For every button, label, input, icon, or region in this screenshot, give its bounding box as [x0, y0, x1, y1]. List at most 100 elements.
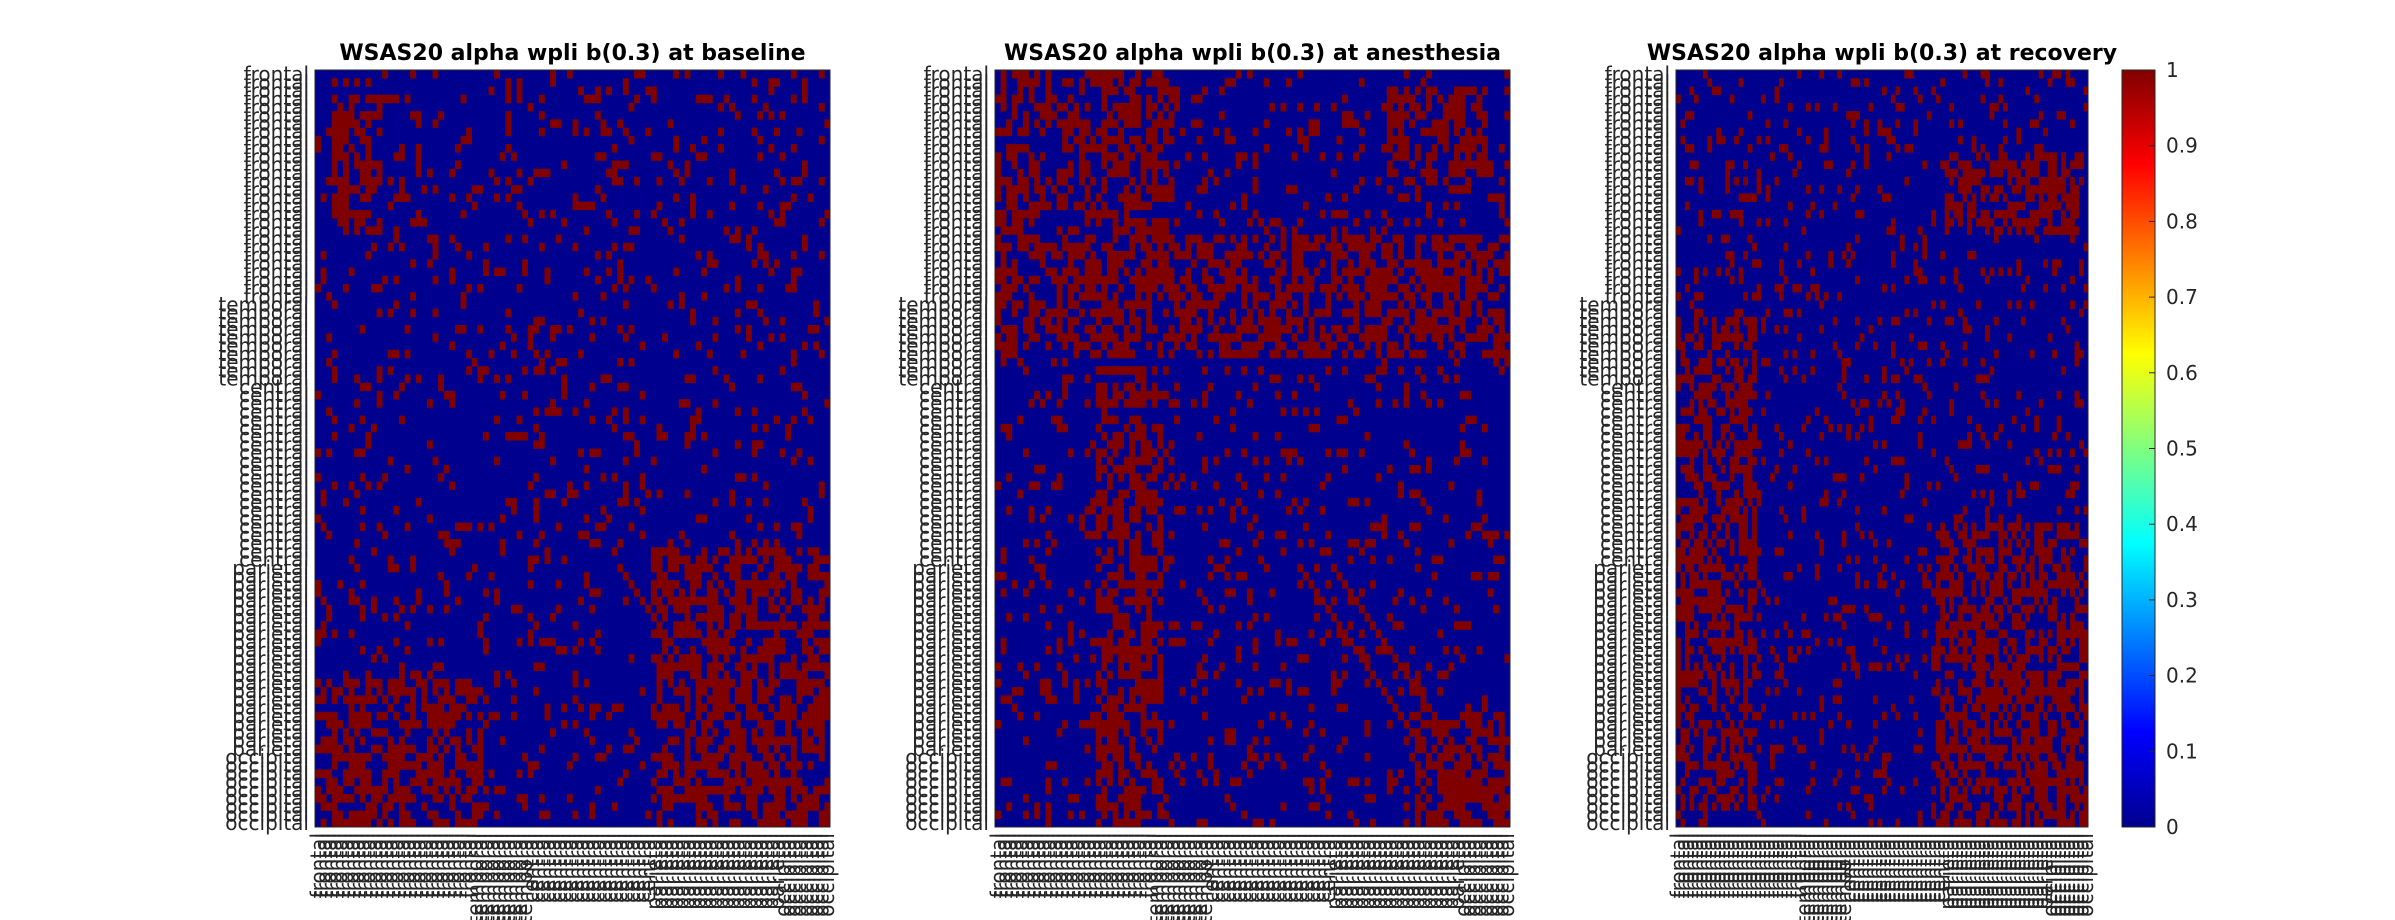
heatmap-cell — [1162, 555, 1175, 564]
heatmap-cell — [1482, 761, 1488, 770]
heatmap-cell — [622, 407, 629, 416]
y-tick-label: temporal — [898, 334, 989, 358]
heatmap-cell — [426, 736, 433, 746]
x-tick-label: frontal — [1738, 833, 1762, 898]
heatmap-cell — [354, 785, 389, 795]
heatmap-cell — [1414, 218, 1421, 227]
heatmap-cell — [1230, 201, 1237, 211]
heatmap-cell — [2007, 226, 2013, 235]
heatmap-cell — [1224, 127, 1231, 137]
heatmap-cell — [690, 423, 696, 433]
heatmap-cell — [454, 785, 461, 795]
heatmap-cell — [354, 448, 366, 458]
heatmap-cell — [690, 308, 696, 318]
heatmap-cell — [1738, 720, 1744, 729]
heatmap-cell — [1828, 637, 1834, 647]
heatmap-cell — [1045, 621, 1052, 630]
heatmap-cell — [1364, 539, 1376, 548]
heatmap-cell — [1168, 621, 1181, 630]
heatmap-cell — [505, 432, 529, 441]
x-tick-label: occipital — [787, 833, 811, 917]
heatmap-cell — [1873, 539, 1878, 548]
heatmap-cell — [1980, 432, 1986, 441]
heatmap-cell — [1364, 777, 1371, 787]
y-tick-label: parietal — [232, 572, 309, 596]
heatmap-cell — [1235, 152, 1248, 161]
heatmap-cell — [1431, 555, 1444, 564]
heatmap-cell — [1067, 283, 1080, 293]
heatmap-cell — [1258, 489, 1264, 499]
y-tick-label: parietal — [232, 737, 309, 761]
heatmap-cell — [818, 588, 831, 597]
heatmap-cell — [1034, 185, 1046, 194]
heatmap-cell — [1859, 399, 1869, 408]
heatmap-cell — [751, 226, 758, 235]
heatmap-cell — [1877, 127, 1892, 137]
heatmap-cell — [527, 613, 534, 622]
heatmap-cell — [1370, 580, 1376, 589]
heatmap-cell — [566, 481, 573, 490]
heatmap-cell — [432, 119, 439, 128]
x-tick-label: temporal — [496, 833, 520, 920]
heatmap-cell — [1414, 283, 1421, 293]
heatmap-cell — [1855, 555, 1860, 564]
heatmap-cell — [2007, 522, 2022, 532]
heatmap-cell — [494, 785, 506, 795]
heatmap-cell — [1702, 432, 1713, 441]
heatmap-cell — [757, 283, 764, 293]
heatmap-cell — [650, 588, 657, 597]
y-tick-label: parietal — [1593, 737, 1670, 761]
heatmap-cell — [1151, 168, 1158, 178]
heatmap-cell — [589, 316, 596, 326]
heatmap-cell — [460, 94, 467, 104]
heatmap-cell — [1006, 506, 1013, 515]
heatmap-cell — [1202, 522, 1209, 532]
heatmap-cell — [1420, 168, 1438, 178]
heatmap-cell — [1940, 695, 1954, 704]
heatmap-cell — [712, 497, 719, 507]
heatmap-cell — [1067, 292, 1074, 301]
x-tick-label: frontal — [390, 833, 414, 898]
heatmap-cell — [2079, 654, 2089, 663]
heatmap-cell — [1050, 275, 1069, 285]
heatmap-cell — [1325, 580, 1332, 589]
heatmap-cell — [673, 349, 680, 359]
heatmap-cell — [1106, 588, 1119, 597]
heatmap-cell — [1756, 176, 1762, 186]
heatmap-cell — [673, 687, 691, 696]
heatmap-cell — [796, 678, 825, 688]
heatmap-cell — [1454, 341, 1466, 351]
heatmap-cell — [1805, 251, 1811, 260]
heatmap-cell — [1676, 341, 1686, 351]
y-tick-label: parietal — [1593, 564, 1670, 588]
heatmap-cell — [1101, 415, 1119, 425]
heatmap-cell — [1787, 645, 1793, 655]
heatmap-cell — [662, 794, 708, 803]
heatmap-cell — [1409, 711, 1421, 721]
heatmap-cell — [1347, 341, 1354, 351]
heatmap-cell — [1297, 102, 1304, 112]
heatmap-cell — [1045, 818, 1052, 828]
heatmap-cell — [1676, 374, 1695, 383]
heatmap-cell — [2016, 226, 2022, 235]
heatmap-cell — [1693, 325, 1699, 334]
heatmap-cell — [1129, 135, 1141, 145]
heatmap-cell — [1112, 432, 1125, 441]
heatmap-cell — [1493, 341, 1505, 351]
heatmap-cell — [1783, 325, 1789, 334]
heatmap-cell — [1476, 752, 1483, 762]
heatmap-cell — [1062, 390, 1069, 400]
heatmap-cell — [1409, 687, 1427, 696]
x-tick-label: central — [591, 833, 615, 903]
heatmap-cell — [690, 201, 696, 211]
heatmap-cell — [1953, 267, 1959, 277]
heatmap-cell — [1101, 102, 1108, 112]
heatmap-cell — [751, 662, 758, 671]
x-tick-label: central — [1913, 833, 1937, 903]
heatmap-cell — [1162, 333, 1186, 342]
heatmap-cell — [393, 300, 400, 309]
heatmap-cell — [1062, 242, 1091, 252]
heatmap-cell — [1364, 341, 1371, 351]
heatmap-cell — [1235, 473, 1242, 482]
